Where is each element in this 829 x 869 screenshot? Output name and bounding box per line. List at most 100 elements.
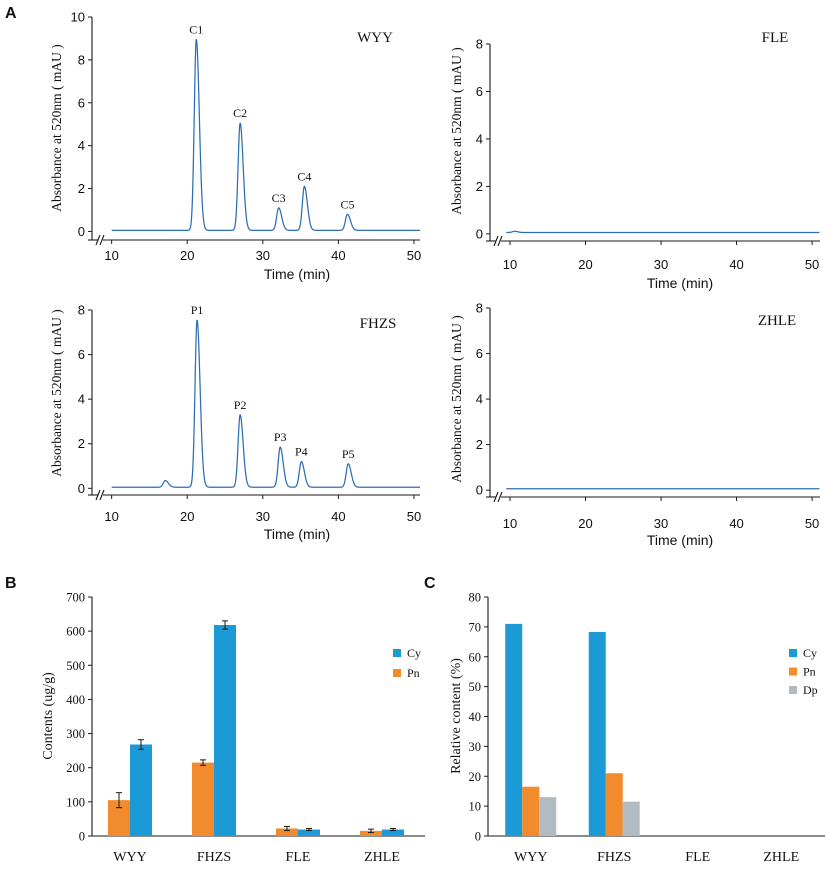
relative-y-tick-label-60: 60 (469, 650, 482, 664)
contents-y-tick-label-0: 0 (79, 830, 85, 844)
fhzs-x-tick-label-10: 10 (104, 509, 118, 524)
wyy-sample-name: WYY (357, 30, 393, 46)
zhle-x-tick-label-50: 50 (805, 516, 819, 531)
fhzs-y-tick-label-6: 6 (78, 347, 85, 362)
fle-y-tick-label-8: 8 (476, 37, 483, 52)
relative-bar-pn-fhzs (605, 773, 623, 836)
fhzs-y-tick-label-8: 8 (78, 303, 85, 318)
wyy-x-tick-label-40: 40 (331, 248, 345, 263)
relative-bar-cy-fhzs (588, 631, 606, 836)
contents-y-tick-label-100: 100 (66, 795, 85, 809)
fle-x-tick-label-10: 10 (503, 257, 517, 272)
fle-x-tick-label-30: 30 (654, 257, 668, 272)
zhle-x-tick-label-10: 10 (503, 516, 517, 531)
relative-y-tick-label-50: 50 (469, 680, 482, 694)
fle-y-tick-label-4: 4 (476, 131, 483, 146)
zhle-x-tick-label-30: 30 (654, 516, 668, 531)
chart-contents: 0 100 200 300 400 500 600 700 Contents (ug/g) WYY… (41, 591, 425, 865)
relative-y-tick-label-30: 30 (469, 740, 482, 754)
zhle-y-tick-label-6: 6 (476, 346, 483, 361)
fle-y-tick-label-0: 0 (476, 226, 483, 241)
contents-category-label-fle: FLE (286, 850, 311, 865)
fle-x-tick-label-20: 20 (578, 257, 592, 272)
relative-y-tick-label-70: 70 (469, 620, 482, 634)
wyy-axis-break-mark-1 (95, 234, 101, 246)
wyy-y-tick-label-0: 0 (78, 224, 85, 239)
fle-y-axis-title: Absorbance at 520nm ( mAU ) (449, 47, 464, 215)
fhzs-peak-label-p2: P2 (234, 398, 247, 412)
relative-y-tick-label-0: 0 (475, 830, 481, 844)
contents-category-label-wyy: WYY (113, 850, 146, 865)
contents-bar-cy-fhzs (214, 624, 236, 836)
relative-legend-swatch-cy (789, 649, 797, 657)
relative-y-tick-label-80: 80 (469, 591, 482, 605)
relative-legend-label-cy: Cy (803, 646, 817, 660)
zhle-y-tick-label-4: 4 (476, 392, 483, 407)
wyy-x-tick-label-30: 30 (256, 248, 270, 263)
contents-legend-label-cy: Cy (407, 646, 421, 660)
fhzs-peak-label-p4: P4 (295, 445, 308, 459)
relative-bar-dp-wyy (539, 797, 557, 836)
relative-category-label-fhzs: FHZS (597, 850, 631, 865)
chart-wyy: 0 2 4 6 8 10 10 20 30 40 50 Time (min) Absorbance at… (49, 10, 421, 283)
fle-x-tick-label-50: 50 (805, 257, 819, 272)
zhle-y-tick-label-8: 8 (476, 301, 483, 316)
contents-bar-cy-fle (298, 829, 320, 836)
relative-y-tick-label-20: 20 (469, 770, 482, 784)
fle-axis-break-mark-1 (493, 235, 499, 247)
fle-x-tick-label-40: 40 (729, 257, 743, 272)
relative-legend-swatch-dp (789, 686, 797, 694)
wyy-peak-label-c4: C4 (297, 169, 311, 183)
wyy-x-tick-label-50: 50 (407, 248, 421, 263)
wyy-peak-label-c1: C1 (189, 23, 203, 37)
contents-category-label-fhzs: FHZS (197, 850, 231, 865)
wyy-x-axis-title: Time (min) (264, 266, 330, 282)
zhle-y-tick-label-0: 0 (476, 483, 483, 498)
contents-y-tick-label-500: 500 (66, 659, 85, 673)
fle-x-axis-title: Time (min) (647, 275, 713, 291)
chart-fhzs: 0 2 4 6 8 10 20 30 40 50 Time (min) Absorbance at 5… (49, 303, 421, 543)
contents-legend-swatch-pn (393, 669, 401, 677)
contents-legend-label-pn: Pn (407, 666, 420, 680)
zhle-sample-name: ZHLE (758, 313, 796, 329)
fhzs-y-tick-label-2: 2 (78, 436, 85, 451)
contents-bar-cy-wyy (130, 744, 152, 836)
fle-y-tick-label-2: 2 (476, 179, 483, 194)
zhle-axis-break-mark-1 (493, 491, 499, 503)
relative-bar-dp-fhzs (622, 801, 640, 836)
contents-y-tick-label-600: 600 (66, 625, 85, 639)
relative-bar-cy-wyy (505, 623, 523, 836)
contents-category-label-zhle: ZHLE (364, 850, 400, 865)
relative-legend-swatch-pn (789, 667, 797, 676)
fhzs-y-tick-label-4: 4 (78, 392, 85, 407)
contents-y-axis-title: Contents (ug/g) (41, 672, 56, 760)
zhle-y-tick-label-2: 2 (476, 437, 483, 452)
contents-y-tick-label-400: 400 (66, 693, 85, 707)
fle-sample-name: FLE (762, 30, 789, 46)
contents-y-tick-label-300: 300 (66, 727, 85, 741)
zhle-x-axis-title: Time (min) (647, 532, 713, 548)
panel-label-c: C (424, 575, 436, 592)
contents-y-tick-label-700: 700 (66, 591, 85, 605)
relative-y-tick-label-40: 40 (469, 710, 482, 724)
relative-legend-label-dp: Dp (803, 683, 818, 697)
fle-chromatogram-trace (505, 230, 820, 234)
fhzs-peak-label-p5: P5 (342, 447, 355, 461)
fle-axis-break-mark-2 (497, 235, 503, 247)
wyy-y-tick-label-10: 10 (71, 10, 85, 25)
fhzs-x-tick-label-20: 20 (180, 509, 194, 524)
contents-bar-pn-wyy (108, 800, 130, 836)
relative-bar-pn-wyy (522, 786, 540, 836)
fhzs-x-tick-label-40: 40 (331, 509, 345, 524)
wyy-peak-label-c2: C2 (233, 106, 247, 120)
fhzs-peak-label-p3: P3 (274, 430, 287, 444)
contents-y-tick-label-200: 200 (66, 761, 85, 775)
relative-legend-label-pn: Pn (803, 665, 816, 679)
wyy-chromatogram-trace (111, 38, 421, 231)
relative-category-label-zhle: ZHLE (763, 850, 799, 865)
fhzs-y-axis-title: Absorbance at 520nm ( mAU ) (49, 309, 64, 477)
wyy-y-axis-title: Absorbance at 520nm ( mAU ) (49, 44, 64, 212)
fhzs-sample-name: FHZS (360, 316, 397, 332)
wyy-peak-label-c3: C3 (272, 191, 286, 205)
fhzs-axis-break-mark-2 (99, 489, 105, 501)
